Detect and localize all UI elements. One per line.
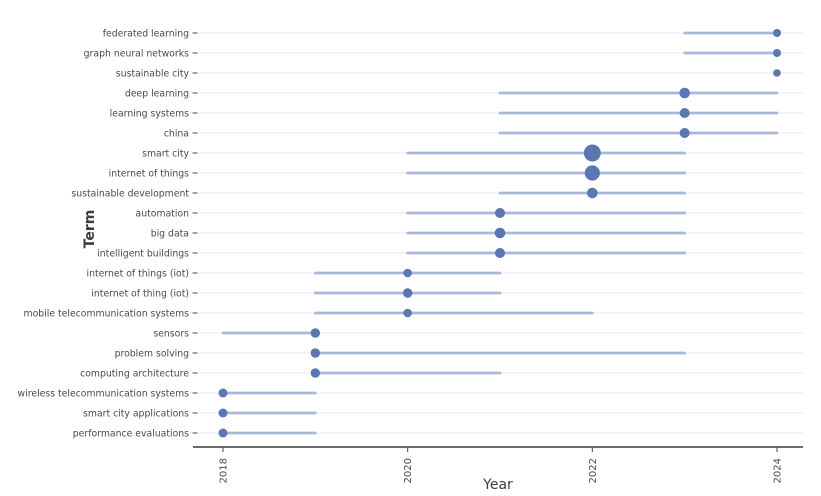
- y-tick-label: big data: [151, 228, 189, 239]
- x-tick-label: 2024: [772, 458, 783, 483]
- term-peak-dot: [218, 428, 228, 438]
- y-tick-label: wireless telecommunication systems: [18, 388, 190, 399]
- y-tick-label: automation: [136, 208, 190, 219]
- y-tick-label: federated learning: [103, 28, 189, 39]
- y-tick-label: china: [164, 128, 189, 139]
- term-peak-dot: [772, 29, 781, 37]
- term-peak-dot: [583, 144, 601, 162]
- x-tick-label: 2020: [403, 458, 414, 483]
- term-peak-dot: [679, 128, 690, 138]
- y-axis: federated learning graph neural networks s…: [18, 28, 198, 439]
- y-tick-label: deep learning: [125, 88, 189, 99]
- y-tick-label: sustainable development: [71, 188, 189, 199]
- term-peak-dot: [584, 165, 600, 181]
- y-tick-label: computing architecture: [80, 368, 189, 379]
- term-peak-dot: [403, 308, 412, 318]
- term-series: [218, 29, 781, 438]
- term-peak-dot: [218, 408, 228, 418]
- term-peak-dot: [494, 227, 506, 239]
- x-tick-label: 2018: [219, 458, 230, 483]
- y-tick-label: problem solving: [115, 348, 190, 359]
- x-axis-title: Year: [482, 477, 513, 493]
- term-peak-dot: [218, 388, 228, 398]
- y-tick-label: internet of things: [109, 168, 190, 179]
- x-axis: 2018 2020 2022 2024: [193, 446, 803, 483]
- y-tick-label: mobile telecommunication systems: [24, 308, 190, 319]
- term-peak-dot: [310, 348, 321, 358]
- term-peak-dot: [772, 49, 781, 57]
- term-peak-dot: [587, 187, 598, 199]
- x-tick-label: 2022: [588, 458, 599, 483]
- y-tick-label: internet of things (iot): [86, 268, 189, 279]
- term-peak-dot: [403, 268, 412, 278]
- term-peak-dot: [494, 208, 505, 218]
- y-tick-label: smart city: [142, 148, 189, 159]
- term-peak-dot: [773, 69, 781, 77]
- term-peak-dot: [402, 288, 413, 298]
- y-tick-label: performance evaluations: [73, 428, 189, 439]
- term-peak-dot: [679, 87, 690, 99]
- y-tick-label: learning systems: [110, 108, 189, 119]
- y-axis-title: Term: [82, 210, 98, 249]
- term-peak-dot: [679, 108, 690, 118]
- y-tick-label: internet of thing (iot): [91, 288, 189, 299]
- y-tick-label: sensors: [153, 328, 189, 339]
- term-peak-dot: [310, 368, 321, 378]
- y-tick-label: sustainable city: [116, 68, 190, 79]
- y-tick-label: graph neural networks: [84, 48, 189, 59]
- term-peak-dot: [494, 248, 505, 258]
- term-peak-dot: [310, 328, 321, 338]
- y-tick-label: intelligent buildings: [97, 248, 189, 259]
- y-tick-label: smart city applications: [83, 408, 189, 419]
